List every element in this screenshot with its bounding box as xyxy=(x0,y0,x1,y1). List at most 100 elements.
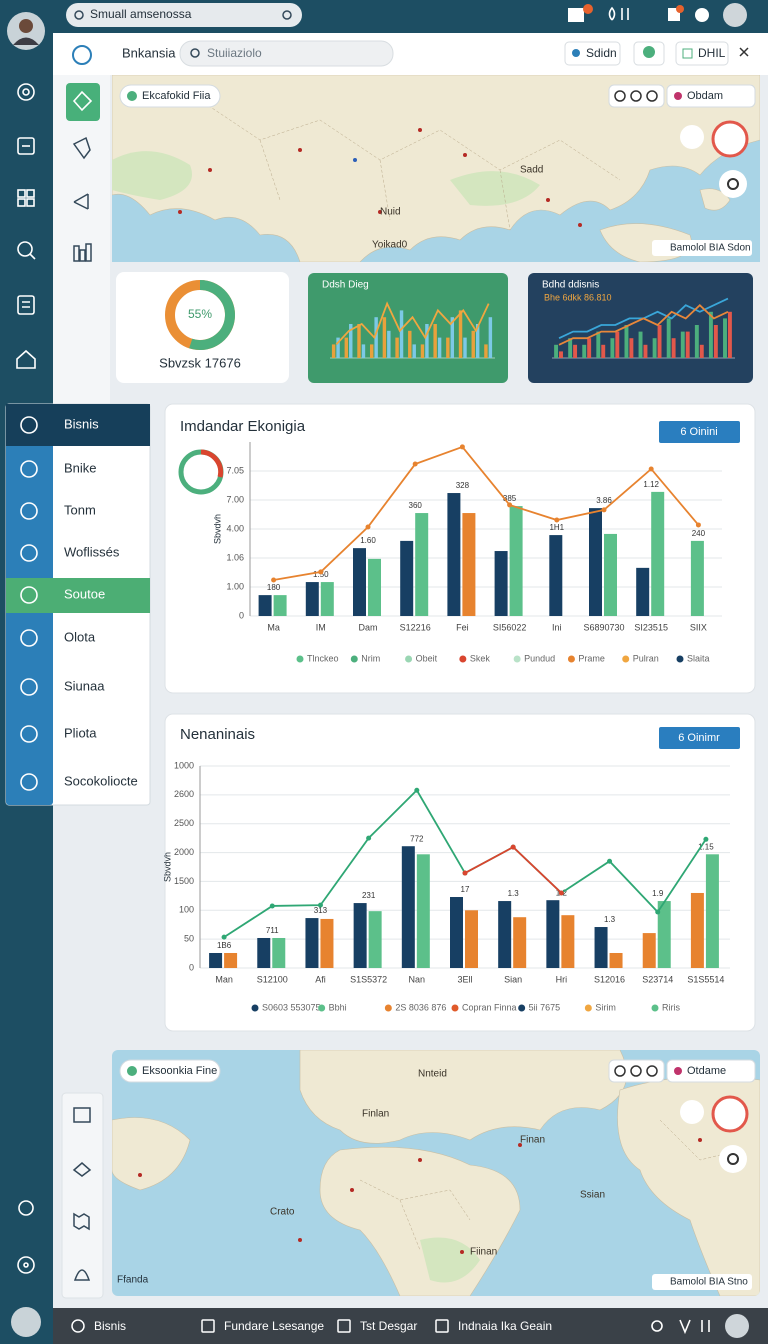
button[interactable] xyxy=(564,41,621,66)
layer-select[interactable] xyxy=(666,1059,756,1083)
data-label: 360 xyxy=(409,501,423,510)
bottom-icons[interactable] xyxy=(651,1314,749,1338)
tool-active[interactable] xyxy=(66,83,100,121)
card-title: Bdhd ddisnis xyxy=(542,280,599,291)
search-box[interactable] xyxy=(66,3,302,27)
legend-swatch[interactable] xyxy=(384,1004,392,1012)
settings-button[interactable] xyxy=(719,1145,747,1173)
close-button[interactable] xyxy=(739,47,749,57)
legend-label[interactable]: Skek xyxy=(470,653,491,663)
legend-label[interactable]: Bbhi xyxy=(329,1002,347,1012)
bar xyxy=(685,331,690,358)
menu-item[interactable]: Bnike xyxy=(64,460,97,475)
chart-button[interactable] xyxy=(659,727,740,749)
tool-icons[interactable] xyxy=(72,136,92,262)
legend-swatch[interactable] xyxy=(405,655,413,663)
menu-item[interactable]: Pliota xyxy=(64,725,97,740)
menu-item[interactable]: Olota xyxy=(64,629,96,644)
y-tick-label: 0 xyxy=(189,962,194,972)
toolbar-search[interactable] xyxy=(179,40,394,67)
bar xyxy=(494,551,508,616)
legend-label[interactable]: 5ii 7675 xyxy=(529,1002,561,1012)
bottom-item[interactable]: Indnaia Ika Geain xyxy=(458,1319,552,1333)
map-tool-icons[interactable] xyxy=(72,1107,92,1281)
rail-icons[interactable] xyxy=(16,83,36,1274)
line-point xyxy=(365,524,371,530)
place-label: Nuid xyxy=(380,207,401,218)
map-badge[interactable] xyxy=(119,84,221,108)
legend-swatch[interactable] xyxy=(459,655,467,663)
legend-swatch[interactable] xyxy=(296,655,304,663)
legend-label[interactable]: Obeit xyxy=(416,653,438,663)
bottom-icon xyxy=(71,1319,85,1333)
menu-icon[interactable] xyxy=(20,544,38,562)
menu-item[interactable]: Soutoe xyxy=(64,586,105,601)
map-badge[interactable] xyxy=(119,1059,221,1083)
y-tick-label: 0 xyxy=(239,610,244,620)
legend-label[interactable]: Riris xyxy=(662,1002,680,1012)
legend-swatch[interactable] xyxy=(584,1004,592,1012)
bar xyxy=(559,351,563,358)
legend-swatch[interactable] xyxy=(622,655,630,663)
legend-swatch[interactable] xyxy=(651,1004,659,1012)
menu-item[interactable]: Woflissés xyxy=(64,544,120,559)
menu-icon[interactable] xyxy=(20,629,38,647)
legend-swatch[interactable] xyxy=(567,655,575,663)
legend-label[interactable]: Nrim xyxy=(361,653,380,663)
bottom-item[interactable]: Tst Desgar xyxy=(360,1319,417,1333)
bottom-item[interactable]: Fundare Lsesange xyxy=(224,1319,324,1333)
legend-swatch[interactable] xyxy=(350,655,358,663)
menu-item-active[interactable] xyxy=(6,578,150,613)
menu-icon[interactable] xyxy=(20,773,38,791)
legend-swatch[interactable] xyxy=(318,1004,326,1012)
chart-title: Imdandar Ekonigia xyxy=(180,418,306,435)
bar xyxy=(374,317,378,358)
settings-button[interactable] xyxy=(719,170,747,198)
legend-swatch[interactable] xyxy=(518,1004,526,1012)
menu-item[interactable]: Socokoliocte xyxy=(64,773,138,788)
zoom-button[interactable] xyxy=(680,125,704,149)
chart-button[interactable] xyxy=(659,421,740,443)
menu-icon[interactable] xyxy=(20,725,38,743)
legend-label[interactable]: 2S 8036 876 xyxy=(395,1002,446,1012)
map[interactable] xyxy=(112,1050,760,1296)
legend-label[interactable]: Sirim xyxy=(595,1002,616,1012)
menu-icon[interactable] xyxy=(20,460,38,478)
legend-swatch[interactable] xyxy=(451,1004,459,1012)
legend-label[interactable]: S0603 553075 xyxy=(262,1002,321,1012)
legend-swatch[interactable] xyxy=(251,1004,259,1012)
menu-icon[interactable] xyxy=(20,416,38,434)
legend-swatch[interactable] xyxy=(676,655,684,663)
legend-label[interactable]: Prame xyxy=(578,653,605,663)
top-icons[interactable] xyxy=(568,3,747,27)
mode-icon xyxy=(646,90,658,102)
legend-label[interactable]: Pundud xyxy=(524,653,555,663)
data-label: 385 xyxy=(503,494,517,503)
compass[interactable] xyxy=(711,1095,749,1133)
y-tick-label: 100 xyxy=(179,905,194,915)
compass[interactable] xyxy=(711,120,749,158)
data-label: 240 xyxy=(692,529,706,538)
bar xyxy=(690,892,704,968)
map-mode-buttons[interactable] xyxy=(608,84,665,108)
button[interactable] xyxy=(675,41,729,66)
layer-select[interactable] xyxy=(666,84,756,108)
menu-icon[interactable] xyxy=(20,678,38,696)
legend-label[interactable]: Pulran xyxy=(633,653,659,663)
line-point xyxy=(655,909,661,915)
bottom-icon xyxy=(337,1319,351,1333)
legend-label[interactable]: Copran Finna xyxy=(462,1002,517,1012)
legend-swatch[interactable] xyxy=(513,655,521,663)
map-mode-buttons[interactable] xyxy=(608,1059,665,1083)
avatar-small[interactable] xyxy=(11,1307,41,1337)
bottom-item[interactable]: Bisnis xyxy=(94,1319,126,1333)
menu-item[interactable]: Tonm xyxy=(64,502,96,517)
legend-label[interactable]: Tlnckeo xyxy=(307,653,339,663)
menu-item[interactable]: Bisnis xyxy=(64,416,99,431)
menu-item[interactable]: Siunaa xyxy=(64,678,105,693)
zoom-button[interactable] xyxy=(680,1100,704,1124)
menu-icon[interactable] xyxy=(20,502,38,520)
legend-label[interactable]: Slaita xyxy=(687,653,710,663)
menu-icon[interactable] xyxy=(20,586,38,604)
map[interactable] xyxy=(112,75,760,262)
